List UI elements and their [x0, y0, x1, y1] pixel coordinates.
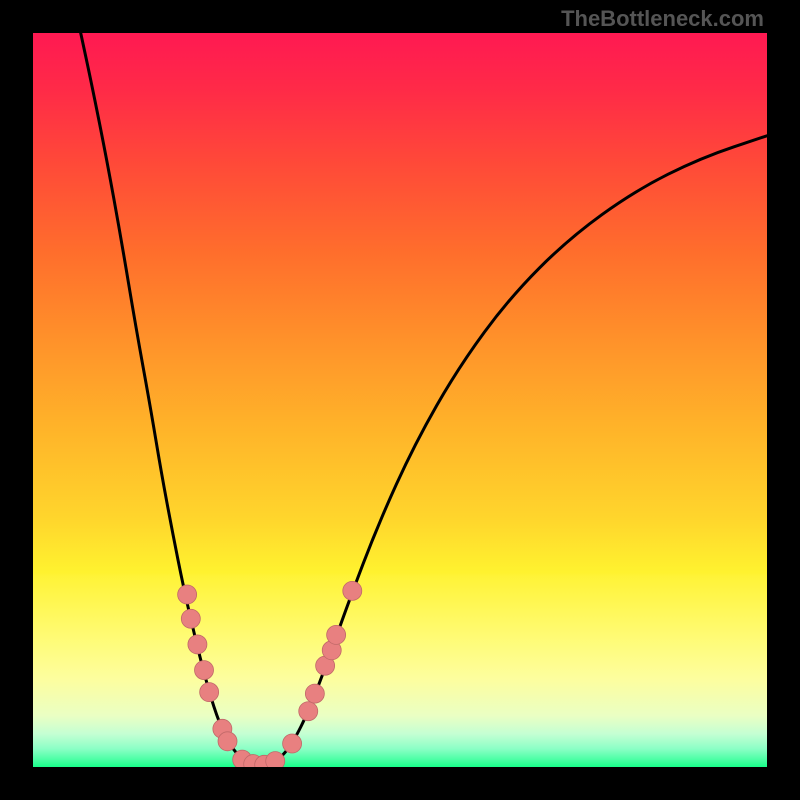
- data-marker: [181, 609, 200, 628]
- data-marker: [266, 752, 285, 767]
- plot-svg: [33, 33, 767, 767]
- data-marker: [299, 702, 318, 721]
- data-marker: [195, 661, 214, 680]
- data-marker: [327, 625, 346, 644]
- data-marker: [218, 732, 237, 751]
- data-marker: [200, 683, 219, 702]
- data-marker: [178, 585, 197, 604]
- data-marker: [188, 635, 207, 654]
- chart-frame: TheBottleneck.com: [0, 0, 800, 800]
- data-marker: [283, 734, 302, 753]
- watermark-text: TheBottleneck.com: [561, 6, 764, 32]
- data-marker: [305, 684, 324, 703]
- plot-area: [33, 33, 767, 767]
- data-marker: [343, 581, 362, 600]
- gradient-background: [33, 33, 767, 767]
